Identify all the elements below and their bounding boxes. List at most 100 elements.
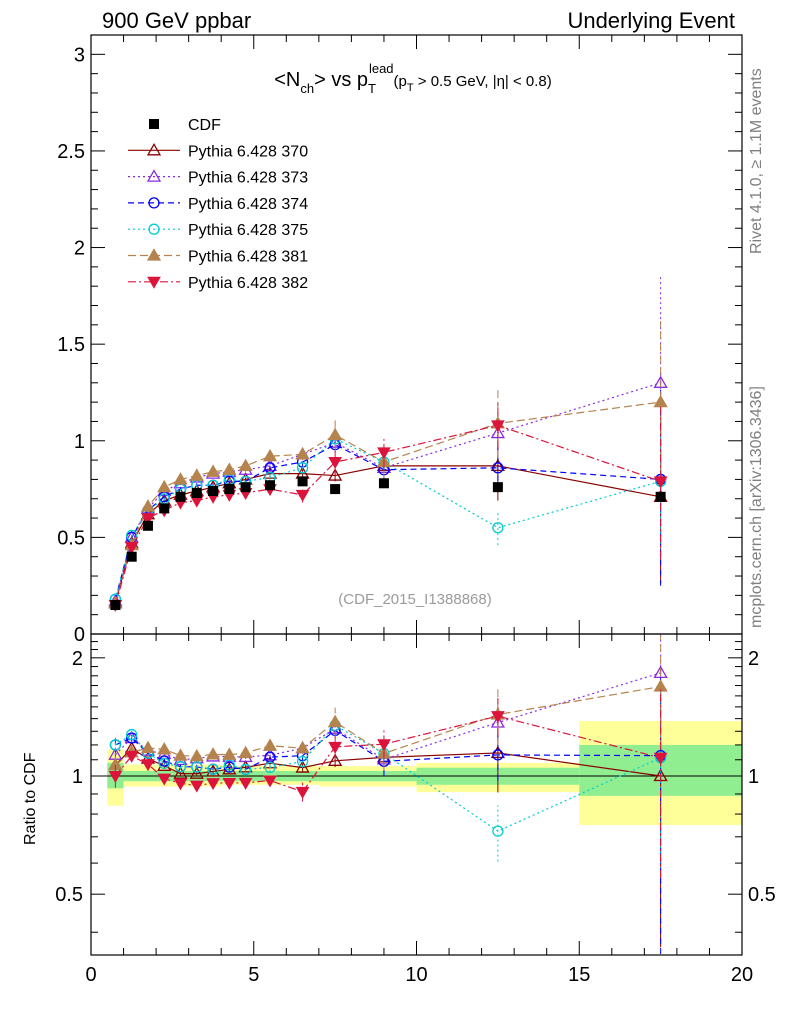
data-series-cdf xyxy=(110,476,666,611)
series-point xyxy=(189,468,204,481)
series-point xyxy=(222,462,237,475)
y-tick-label: 1 xyxy=(74,431,85,453)
legend-entry: Pythia 6.428 381 xyxy=(128,248,308,266)
series-point xyxy=(140,499,156,512)
ratio-point xyxy=(174,761,187,773)
data-point xyxy=(208,486,219,497)
series-point xyxy=(377,447,391,460)
data-point xyxy=(655,491,666,502)
series-point xyxy=(328,457,342,470)
ratio-point xyxy=(295,760,310,773)
ratio-y-tick-label-right: 2 xyxy=(748,648,759,670)
legend-entry: Pythia 6.428 370 xyxy=(128,142,308,160)
ratio-point xyxy=(173,766,188,779)
data-point xyxy=(297,476,308,487)
ratio-point xyxy=(126,728,138,741)
header-left-label: 900 GeV ppbar xyxy=(102,8,252,33)
legend-label: Pythia 6.428 382 xyxy=(188,275,308,292)
side-label-rivet: Rivet 4.1.0, ≥ 1.1M events xyxy=(748,68,765,254)
legend-entry: Pythia 6.428 373 xyxy=(128,169,308,187)
series-point xyxy=(124,542,139,555)
ratio-series-line xyxy=(115,724,661,832)
series-point xyxy=(328,468,343,481)
ratio-point xyxy=(238,777,253,790)
ratio-point xyxy=(109,739,122,751)
side-label-mcplots: mcplots.cern.ch [arXiv:1306.3436] xyxy=(748,386,765,628)
legend: CDF Pythia 6.428 370 Pythia 6.428 373 Pythi… xyxy=(128,117,308,292)
ratio-point xyxy=(262,738,278,751)
legend-entry: Pythia 6.428 382 xyxy=(128,275,308,292)
y-tick-label: 2 xyxy=(74,238,85,260)
ratio-point xyxy=(189,748,204,762)
legend-label: CDF xyxy=(188,117,221,134)
data-point xyxy=(265,480,276,491)
legend-marker xyxy=(146,169,162,182)
ratio-point xyxy=(189,766,204,779)
data-point xyxy=(159,503,170,514)
ratio-point xyxy=(328,753,343,766)
data-point xyxy=(175,491,186,502)
ratio-point xyxy=(238,759,253,773)
ratio-point xyxy=(264,761,276,774)
ratio-point xyxy=(191,761,203,773)
ratio-point xyxy=(158,757,170,770)
ratio-point xyxy=(157,773,172,786)
data-point xyxy=(142,520,153,531)
data-point xyxy=(224,484,235,495)
data-point xyxy=(492,482,503,493)
ratio-point xyxy=(222,777,237,790)
ratio-point xyxy=(263,775,277,788)
series-point xyxy=(296,462,309,474)
ratio-point xyxy=(491,711,505,724)
series-point xyxy=(173,472,188,485)
ratio-point xyxy=(157,742,172,755)
ratio-point xyxy=(653,752,668,765)
ratio-point xyxy=(492,825,504,837)
ratio-point xyxy=(141,759,155,772)
legend-label: Pythia 6.428 381 xyxy=(188,249,308,266)
ratio-y-tick-label: 1 xyxy=(72,766,83,788)
series-point xyxy=(328,427,343,441)
ratio-point xyxy=(295,786,310,799)
ratio-point xyxy=(206,778,220,791)
ratio-point xyxy=(173,748,188,761)
series-0 xyxy=(108,409,668,609)
legend-marker xyxy=(146,142,162,156)
ratio-y-axis-label: Ratio to CDF xyxy=(22,752,39,845)
legend-label: Pythia 6.428 375 xyxy=(188,222,308,239)
ratio-y-tick-label: 2 xyxy=(72,648,83,670)
ratio-point xyxy=(328,714,343,728)
data-point xyxy=(378,478,389,489)
x-tick-label: 10 xyxy=(405,964,427,986)
ratio-point xyxy=(238,745,253,759)
series-point xyxy=(157,479,172,493)
ratio-point xyxy=(223,759,235,771)
series-point xyxy=(141,513,155,526)
legend-marker xyxy=(149,119,159,129)
ratio-point xyxy=(377,739,391,752)
chart-title: <Nch> vs pTlead(pT > 0.5 GeV, |η| < 0.8) xyxy=(274,61,552,96)
series-point xyxy=(653,375,668,388)
data-point xyxy=(126,551,137,562)
ratio-point xyxy=(189,780,204,793)
series-point xyxy=(490,425,505,439)
x-tick-label: 5 xyxy=(248,964,259,986)
ratio-panel: 0 5 10 15 200.5 0.51 12 2 xyxy=(55,35,776,986)
series-point xyxy=(295,446,310,460)
ratio-point xyxy=(222,747,237,760)
legend-marker xyxy=(148,223,160,235)
x-tick-label: 0 xyxy=(85,964,96,986)
ratio-point xyxy=(173,778,188,791)
series-point xyxy=(238,458,253,472)
series-point xyxy=(205,464,221,477)
y-tick-label: 1.5 xyxy=(57,334,85,356)
ratio-y-tick-label: 0.5 xyxy=(55,884,83,906)
data-point xyxy=(110,600,121,611)
series-4 xyxy=(108,320,668,609)
series-5 xyxy=(108,402,668,613)
y-tick-label: 3 xyxy=(74,44,85,66)
legend-marker xyxy=(148,197,160,209)
ratio-series-5 xyxy=(108,687,668,879)
legend-entry: CDF xyxy=(149,117,221,134)
ratio-y-tick-label-right: 0.5 xyxy=(748,884,776,906)
